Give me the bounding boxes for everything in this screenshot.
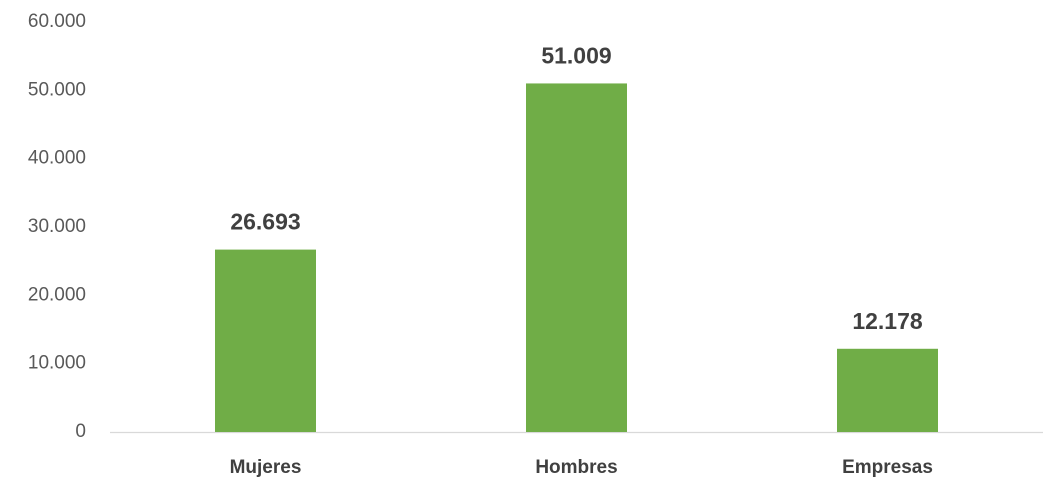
y-tick-label: 0 — [75, 421, 86, 442]
y-tick-label: 50.000 — [28, 79, 86, 100]
category-labels: Mujeres Hombres Empresas — [230, 457, 933, 478]
bar-hombres — [526, 83, 627, 432]
y-tick-label: 40.000 — [28, 148, 86, 169]
bars — [215, 83, 938, 432]
y-tick-label: 60.000 — [28, 11, 86, 32]
data-label-hombres: 51.009 — [541, 42, 611, 68]
bar-mujeres — [215, 249, 316, 432]
bar-empresas — [837, 348, 938, 432]
y-tick-label: 30.000 — [28, 216, 86, 237]
data-label-mujeres: 26.693 — [230, 209, 300, 235]
y-axis-ticks: 0 10.000 20.000 30.000 40.000 50.000 60.000 — [28, 11, 86, 442]
data-label-empresas: 12.178 — [852, 308, 923, 334]
x-tick-label-hombres: Hombres — [535, 457, 617, 478]
data-labels: 26.693 51.009 12.178 — [230, 42, 923, 333]
x-tick-label-mujeres: Mujeres — [230, 457, 302, 478]
y-tick-label: 20.000 — [28, 284, 86, 305]
x-tick-label-empresas: Empresas — [842, 457, 933, 478]
y-tick-label: 10.000 — [28, 353, 86, 374]
